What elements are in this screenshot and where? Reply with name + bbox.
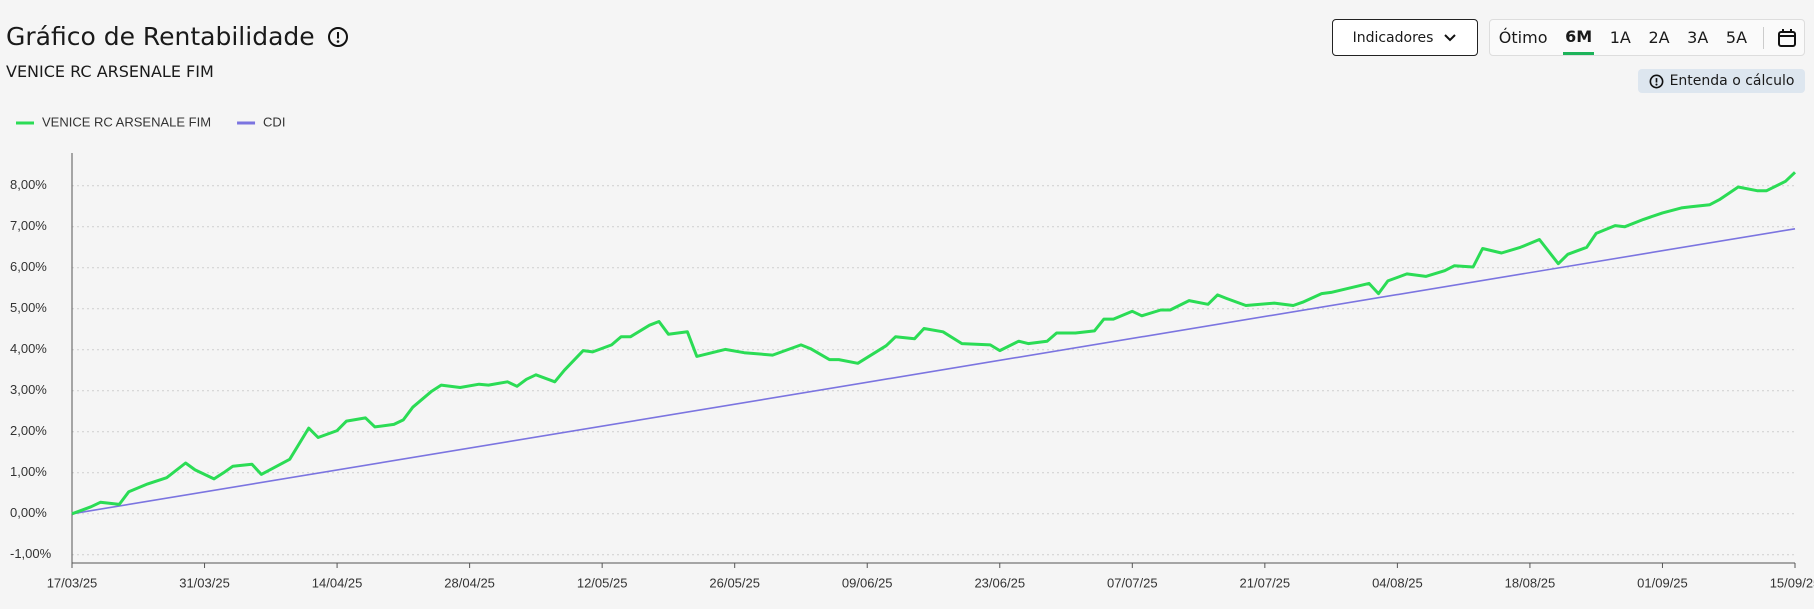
title-row: Gráfico de Rentabilidade [6,22,349,51]
y-tick-label: 7,00% [10,218,47,233]
y-tick-label: 6,00% [10,259,47,274]
period-option[interactable]: 6M [1563,21,1595,55]
x-tick-label: 01/09/25 [1637,575,1688,590]
y-tick-label: 0,00% [10,505,47,520]
info-icon [1649,74,1664,88]
x-tick-label: 21/07/25 [1240,575,1291,590]
y-tick-label: 1,00% [10,464,47,479]
y-tick-label: 2,00% [10,423,47,438]
x-tick-label: 04/08/25 [1372,575,1423,590]
period-option[interactable]: 1A [1609,28,1631,47]
y-tick-label: 3,00% [10,382,47,397]
period-option[interactable]: Ótimo [1498,28,1548,47]
help-badge[interactable]: Entenda o cálculo [1638,69,1805,93]
legend-label: CDI [263,114,285,129]
y-tick-label: -1,00% [10,546,52,561]
y-tick-label: 4,00% [10,341,47,356]
page-subtitle: VENICE RC ARSENALE FIM [6,62,214,81]
x-tick-label: 31/03/25 [179,575,230,590]
x-tick-label: 18/08/25 [1505,575,1556,590]
x-tick-label: 14/04/25 [312,575,363,590]
page-title: Gráfico de Rentabilidade [6,22,315,51]
x-tick-label: 17/03/25 [47,575,98,590]
period-option[interactable]: 3A [1687,28,1709,47]
x-tick-label: 09/06/25 [842,575,893,590]
x-tick-label: 23/06/25 [974,575,1025,590]
y-tick-label: 5,00% [10,300,47,315]
x-tick-label: 28/04/25 [444,575,495,590]
chevron-icon [1444,33,1457,41]
legend-label: VENICE RC ARSENALE FIM [42,114,211,129]
series-line [71,228,1796,515]
period-option[interactable]: 2A [1648,28,1670,47]
info-icon[interactable] [327,26,349,48]
y-tick-label: 8,00% [10,177,47,192]
x-tick-label: 07/07/25 [1107,575,1158,590]
period-option[interactable]: 5A [1725,28,1748,47]
help-label: Entenda o cálculo [1669,73,1795,89]
period-selector: Ótimo 6M 1A 2A 3A 5A [1489,19,1805,56]
calendar-icon[interactable] [1777,28,1797,48]
indicators-button[interactable]: Indicadores [1332,19,1478,56]
x-tick-label: 12/05/25 [577,575,628,590]
x-tick-label: 26/05/25 [709,575,760,590]
series-line [71,171,1797,516]
x-tick-label: 15/09/25 [1770,575,1814,590]
separator [1762,26,1764,49]
indicators-label: Indicadores [1352,29,1434,46]
